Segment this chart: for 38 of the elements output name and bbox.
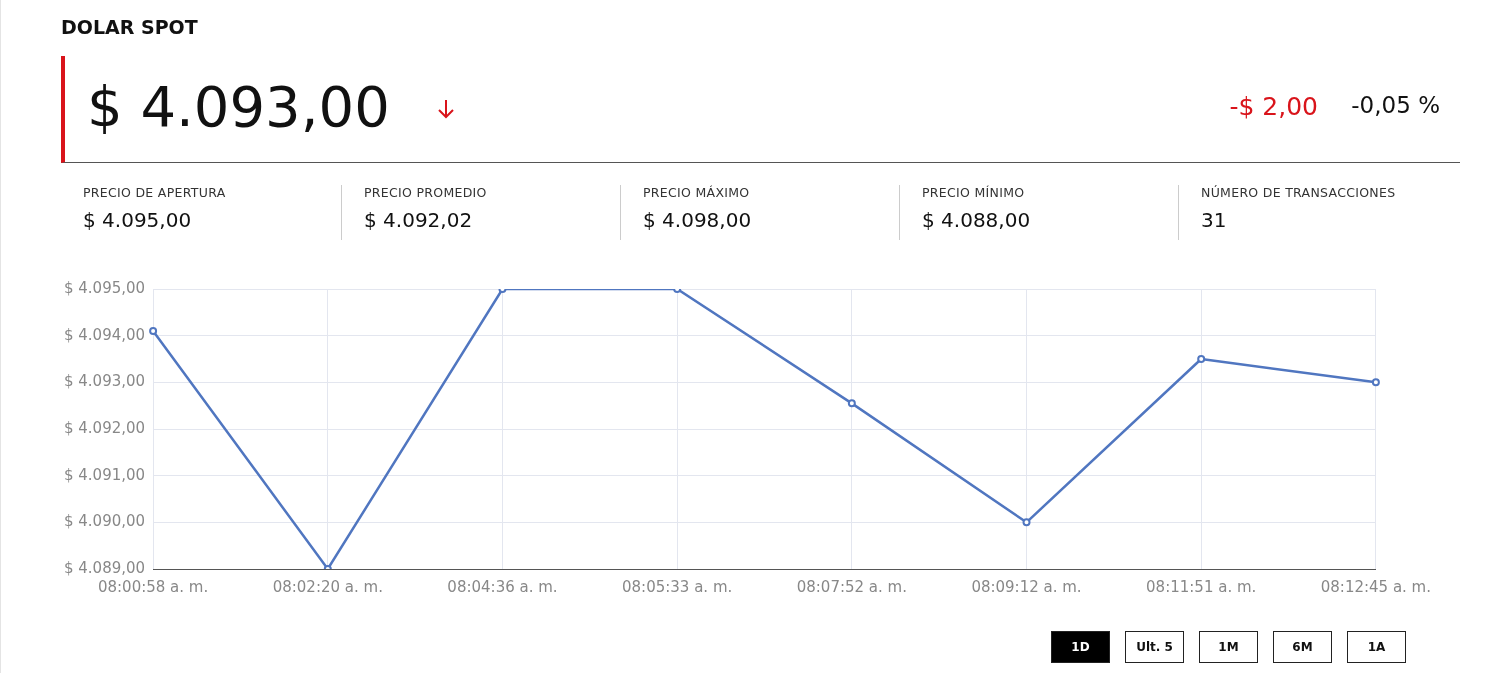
y-tick-label: $ 4.092,00 xyxy=(64,418,146,437)
point xyxy=(847,399,856,408)
x-tick-label: 08:11:51 a. m. xyxy=(1146,577,1257,596)
text: $ 4.095,00 xyxy=(83,208,193,232)
y-tick-label: $ 4.095,00 xyxy=(64,278,146,297)
x-tick-label: 08:00:58 a. m. xyxy=(97,577,209,596)
text: PRECIO MÍNIMO xyxy=(922,185,1026,200)
text: $ 4.098,00 xyxy=(643,208,752,232)
text: PRECIO MÁXIMO xyxy=(643,185,751,200)
x-tick-label: 08:02:20 a. m. xyxy=(272,577,383,596)
point xyxy=(1371,378,1380,387)
x-tick-label: 08:12:45 a. m. xyxy=(1320,577,1431,596)
chart-title: DOLAR SPOT xyxy=(61,16,198,38)
text: 6M xyxy=(1273,631,1332,663)
y-tick-label: $ 4.091,00 xyxy=(64,465,146,484)
text: 1M xyxy=(1199,631,1258,663)
x-tick-label: 08:05:33 a. m. xyxy=(622,577,733,596)
text: 31 xyxy=(1201,208,1228,232)
text: NÚMERO DE TRANSACCIONES xyxy=(1201,185,1396,200)
x-tick-label: 08:04:36 a. m. xyxy=(447,577,558,596)
y-tick-label: $ 4.094,00 xyxy=(64,325,146,344)
x-tick-label: 08:09:12 a. m. xyxy=(971,577,1082,596)
y-tick-label: $ 4.090,00 xyxy=(64,512,146,531)
point xyxy=(149,327,158,335)
text: Ult. 5 xyxy=(1125,631,1184,663)
text: PRECIO PROMEDIO xyxy=(364,185,487,200)
text: $ 4.092,02 xyxy=(364,208,474,232)
point xyxy=(1022,518,1031,527)
text: $ 4.088,00 xyxy=(922,208,1031,232)
x-tick-label: 08:07:52 a. m. xyxy=(796,577,907,596)
point xyxy=(1197,355,1206,363)
y-tick-label: $ 4.089,00 xyxy=(64,558,146,577)
text: 1D xyxy=(1051,631,1110,663)
y-tick-label: $ 4.093,00 xyxy=(64,372,146,391)
text: -0,05 % xyxy=(1351,92,1440,118)
text: 1A xyxy=(1347,631,1406,663)
text: PRECIO DE APERTURA xyxy=(83,185,226,200)
text: -$ 2,00 xyxy=(1229,92,1318,121)
